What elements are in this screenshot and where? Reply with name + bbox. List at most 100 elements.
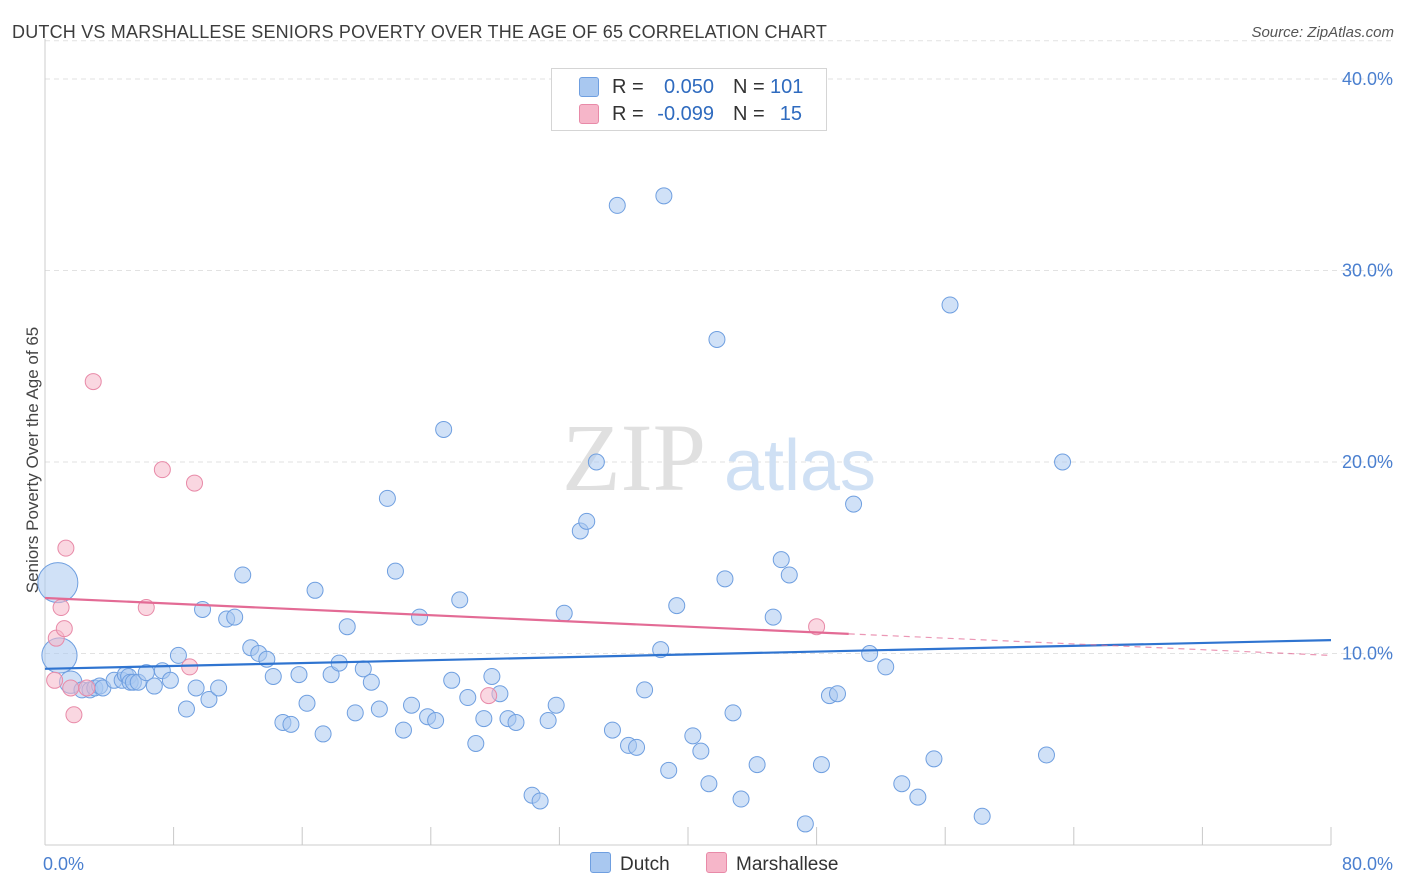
dutch-point-21 <box>187 679 205 697</box>
dutch-point-87 <box>764 608 782 626</box>
y-tick-label-0: 10.0% <box>1342 644 1393 664</box>
marshallese-point-13 <box>480 687 498 705</box>
dutch-point-52 <box>435 420 453 438</box>
dutch-point-79 <box>684 727 702 745</box>
legend-label-marshallese: Marshallese <box>736 854 839 875</box>
dutch-point-54 <box>451 591 469 609</box>
dutch-point-20 <box>177 700 195 718</box>
dutch-point-96 <box>877 658 895 676</box>
chart-title: DUTCH VS MARSHALLESE SENIORS POVERTY OVE… <box>12 22 828 42</box>
dutch-point-31 <box>264 667 282 685</box>
trend-lines <box>44 596 1332 670</box>
dutch-point-56 <box>467 735 485 753</box>
marshallese-point-4 <box>57 539 75 557</box>
watermark-zip: ZIP <box>562 404 706 511</box>
dutch-point-38 <box>322 666 340 684</box>
dutch-point-99 <box>925 750 943 768</box>
marshallese-point-0 <box>46 671 64 689</box>
dutch-point-44 <box>370 700 388 718</box>
dutch-point-78 <box>668 597 686 615</box>
marshallese-point-10 <box>153 461 171 479</box>
y-tick-label-1: 20.0% <box>1342 452 1393 472</box>
dutch-point-70 <box>603 721 621 739</box>
dutch-point-43 <box>362 673 380 691</box>
dutch-point-97 <box>893 775 911 793</box>
dutch-point-40 <box>338 618 356 636</box>
marshallese-point-5 <box>62 679 80 697</box>
legend-label-dutch: Dutch <box>620 854 670 875</box>
dutch-point-66 <box>555 604 573 622</box>
dutch-point-80 <box>692 742 710 760</box>
dutch-point-75 <box>652 641 670 659</box>
dutch-point-89 <box>780 566 798 584</box>
dutch-point-0 <box>37 562 79 604</box>
dutch-point-49 <box>411 608 429 626</box>
data-points <box>37 187 1072 833</box>
dutch-point-83 <box>716 570 734 588</box>
y-tick-label-2: 30.0% <box>1342 261 1393 281</box>
n-label: N = <box>733 76 765 98</box>
dutch-point-19 <box>169 646 187 664</box>
dutch-point-82 <box>708 330 726 348</box>
r-value: 0.050 <box>663 76 714 98</box>
dutch-point-53 <box>443 671 461 689</box>
n-value: 101 <box>770 76 804 98</box>
dutch-point-88 <box>772 551 790 569</box>
marshallese-point-3 <box>55 620 73 638</box>
dutch-point-35 <box>298 694 316 712</box>
dutch-point-94 <box>845 495 863 513</box>
dutch-point-41 <box>346 704 364 722</box>
marshallese-point-6 <box>65 706 83 724</box>
r-value: -0.099 <box>657 103 714 125</box>
dutch-point-98 <box>909 788 927 806</box>
dutch-point-33 <box>282 715 300 733</box>
dutch-point-91 <box>812 756 830 774</box>
dutch-point-27 <box>234 566 252 584</box>
dutch-point-16 <box>145 677 163 695</box>
dutch-swatch <box>590 852 611 873</box>
dutch-point-76 <box>655 187 673 205</box>
dutch-swatch <box>579 77 599 97</box>
dutch-point-23 <box>200 690 218 708</box>
dutch-point-103 <box>1054 453 1072 471</box>
n-value: 15 <box>779 103 802 125</box>
legend-item-marshallese[interactable]: Marshallese <box>706 852 838 876</box>
dutch-point-77 <box>660 761 678 779</box>
marshallese-point-7 <box>78 679 96 697</box>
dutch-point-100 <box>941 296 959 314</box>
dutch-point-101 <box>973 807 991 825</box>
dutch-point-90 <box>796 815 814 833</box>
marshallese-point-14 <box>808 618 826 636</box>
stats-legend: R = 0.050 N = 101 R = -0.099 N = 15 <box>551 68 827 131</box>
r-label: R = <box>612 76 644 98</box>
dutch-point-24 <box>210 679 228 697</box>
dutch-point-45 <box>378 489 396 507</box>
dutch-point-37 <box>314 725 332 743</box>
marshallese-point-11 <box>181 658 199 676</box>
marshallese-swatch <box>706 852 727 873</box>
dutch-point-58 <box>483 667 501 685</box>
legend-item-dutch[interactable]: Dutch <box>590 852 670 876</box>
r-label: R = <box>612 103 644 125</box>
marshallese-trend-line <box>44 596 849 635</box>
n-label: N = <box>733 103 765 125</box>
dutch-point-65 <box>547 696 565 714</box>
dutch-point-64 <box>539 712 557 730</box>
dutch-point-93 <box>828 685 846 703</box>
source-label: Source: ZipAtlas.com <box>1251 24 1394 41</box>
marshallese-trend-extension <box>848 633 1332 657</box>
dutch-point-86 <box>748 756 766 774</box>
x-tick-label-max: 80.0% <box>1342 854 1393 874</box>
dutch-point-51 <box>427 712 445 730</box>
dutch-point-34 <box>290 666 308 684</box>
dutch-point-74 <box>636 681 654 699</box>
dutch-point-73 <box>628 738 646 756</box>
dutch-point-85 <box>732 790 750 808</box>
dutch-point-95 <box>861 645 879 662</box>
marshallese-point-2 <box>52 599 70 617</box>
dutch-point-61 <box>507 713 525 731</box>
x-tick-label-min: 0.0% <box>43 854 84 874</box>
dutch-point-46 <box>386 562 404 580</box>
dutch-point-55 <box>459 689 477 707</box>
dutch-point-26 <box>226 608 244 626</box>
